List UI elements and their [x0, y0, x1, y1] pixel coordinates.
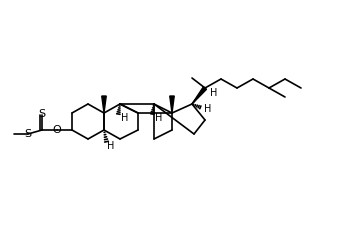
- Text: H: H: [155, 113, 163, 123]
- Polygon shape: [170, 96, 174, 113]
- Text: H: H: [204, 104, 212, 114]
- Text: S: S: [24, 129, 32, 139]
- Polygon shape: [102, 96, 106, 113]
- Text: O: O: [53, 125, 61, 135]
- Text: H: H: [121, 113, 129, 123]
- Text: H: H: [210, 88, 218, 98]
- Text: S: S: [38, 109, 45, 119]
- Text: H: H: [107, 141, 115, 151]
- Polygon shape: [192, 87, 207, 104]
